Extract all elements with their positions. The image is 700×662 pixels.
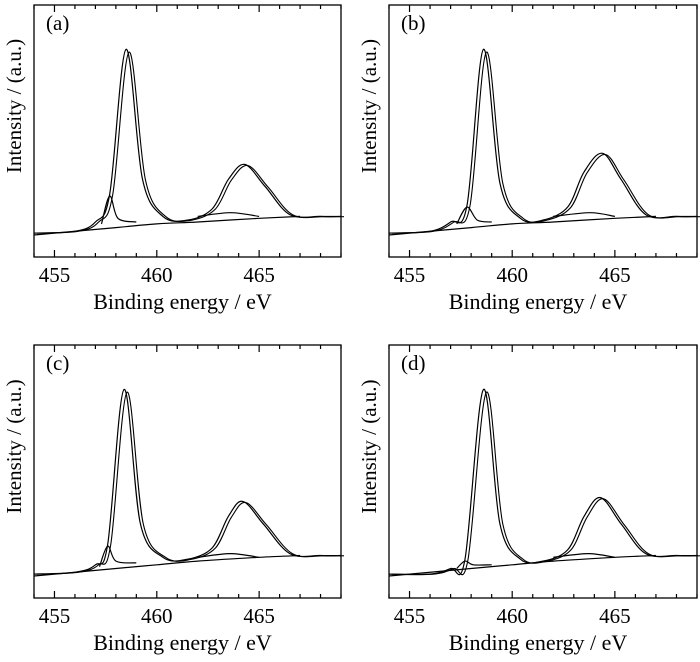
x-tick-label: 465 bbox=[599, 604, 631, 628]
y-axis-label: Intensity / (a.u.) bbox=[357, 39, 381, 173]
plot-frame bbox=[33, 4, 342, 258]
series-line-fit bbox=[391, 391, 700, 576]
x-tick-label: 465 bbox=[599, 263, 631, 287]
series-line bbox=[98, 545, 137, 567]
series-line bbox=[100, 195, 137, 225]
x-tick-label: 455 bbox=[39, 604, 71, 628]
x-tick-label: 460 bbox=[496, 263, 528, 287]
x-tick-label: 460 bbox=[141, 604, 173, 628]
x-tick-label: 455 bbox=[394, 263, 426, 287]
plot-frame bbox=[388, 4, 698, 258]
series-line bbox=[197, 212, 260, 217]
y-axis-label: Intensity / (a.u.) bbox=[357, 379, 381, 513]
panel-label: (a) bbox=[46, 11, 69, 35]
series-line bbox=[456, 560, 492, 569]
series-line bbox=[197, 553, 260, 558]
panel-label: (c) bbox=[46, 351, 69, 375]
series-line bbox=[456, 206, 492, 225]
x-tick-label: 460 bbox=[496, 604, 528, 628]
series-line bbox=[388, 48, 698, 234]
x-tick-label: 455 bbox=[39, 263, 71, 287]
x-tick-label: 465 bbox=[243, 263, 275, 287]
series-line bbox=[388, 388, 698, 576]
x-axis-label: Binding energy / eV bbox=[93, 289, 272, 314]
series-line bbox=[553, 212, 615, 217]
y-axis-label: Intensity / (a.u.) bbox=[2, 379, 26, 513]
panel-label: (b) bbox=[401, 11, 426, 35]
x-tick-label: 460 bbox=[141, 263, 173, 287]
series-line bbox=[33, 388, 342, 575]
plot-frame bbox=[33, 344, 342, 599]
series-line bbox=[388, 215, 656, 236]
y-axis-label: Intensity / (a.u.) bbox=[2, 39, 26, 173]
x-axis-label: Binding energy / eV bbox=[93, 630, 272, 655]
series-line-fit bbox=[391, 51, 700, 234]
x-axis-label: Binding energy / eV bbox=[449, 289, 628, 314]
series-line bbox=[553, 553, 615, 558]
series-line-fit bbox=[36, 391, 345, 575]
series-line bbox=[388, 554, 656, 577]
panel-label: (d) bbox=[401, 351, 426, 375]
x-tick-label: 465 bbox=[243, 604, 275, 628]
x-axis-label: Binding energy / eV bbox=[449, 630, 628, 655]
series-line bbox=[33, 215, 301, 236]
series-line-fit bbox=[36, 51, 345, 234]
plot-frame bbox=[388, 344, 698, 599]
series-line bbox=[33, 48, 342, 234]
series-line bbox=[33, 554, 301, 577]
x-tick-label: 455 bbox=[394, 604, 426, 628]
